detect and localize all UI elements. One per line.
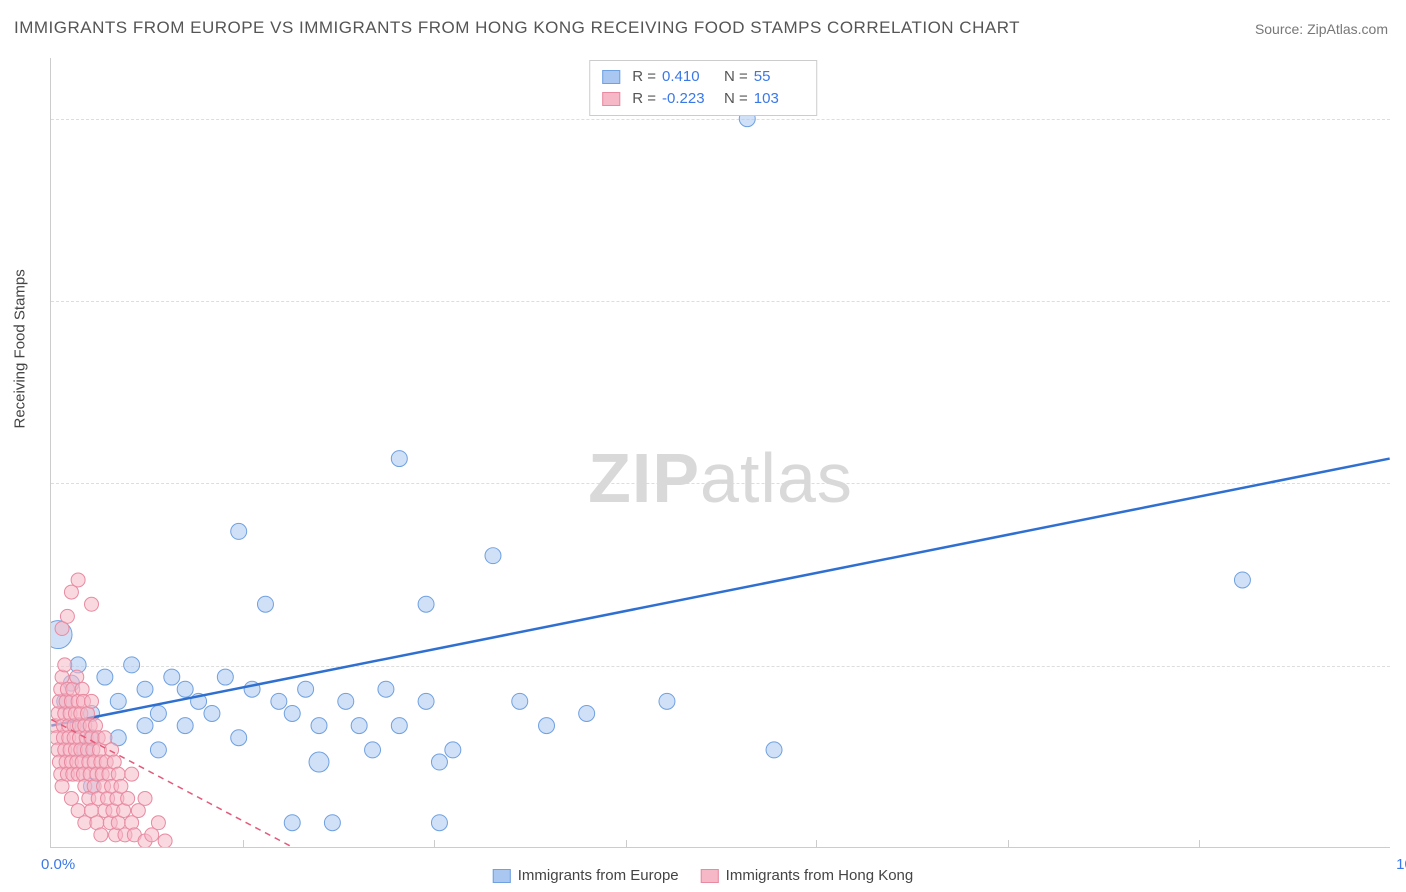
- stat-N-label: N =: [724, 88, 748, 110]
- legend-series-label: Immigrants from Europe: [518, 867, 679, 884]
- plot-area: ZIPatlas 15.0%30.0%45.0%60.0%0.0%100.0%: [50, 58, 1390, 848]
- data-point: [391, 451, 407, 467]
- data-point: [324, 815, 340, 831]
- legend-series: Immigrants from Europe Immigrants from H…: [493, 867, 913, 884]
- data-point: [298, 681, 314, 697]
- data-point: [338, 693, 354, 709]
- data-point: [177, 681, 193, 697]
- data-point: [89, 719, 103, 733]
- data-point: [110, 693, 126, 709]
- legend-stat-row: R = -0.223 N = 103: [602, 88, 804, 110]
- legend-swatch: [701, 869, 719, 883]
- data-point: [137, 681, 153, 697]
- stat-R-value: 0.410: [662, 66, 712, 88]
- data-point: [217, 669, 233, 685]
- legend-swatch: [602, 70, 620, 84]
- data-point: [158, 834, 172, 847]
- y-axis-title: Receiving Food Stamps: [12, 269, 29, 428]
- data-point: [659, 693, 675, 709]
- data-point: [137, 718, 153, 734]
- x-tick-label: 0.0%: [41, 856, 75, 873]
- data-point: [284, 705, 300, 721]
- data-point: [309, 752, 329, 772]
- data-point: [71, 573, 85, 587]
- data-point: [431, 815, 447, 831]
- data-point: [204, 705, 220, 721]
- data-point: [445, 742, 461, 758]
- data-point: [94, 828, 108, 842]
- data-point: [257, 596, 273, 612]
- data-point: [85, 597, 99, 611]
- data-point: [485, 548, 501, 564]
- stat-N-label: N =: [724, 66, 748, 88]
- data-point: [271, 693, 287, 709]
- data-point: [60, 609, 74, 623]
- legend-stats: R = 0.410 N = 55 R = -0.223 N = 103: [589, 60, 817, 116]
- data-point: [164, 669, 180, 685]
- data-point: [177, 718, 193, 734]
- data-point: [579, 705, 595, 721]
- stat-R-label: R =: [632, 66, 656, 88]
- source-label: Source: ZipAtlas.com: [1255, 21, 1388, 37]
- legend-series-label: Immigrants from Hong Kong: [726, 867, 914, 884]
- stat-R-value: -0.223: [662, 88, 712, 110]
- data-point: [151, 816, 165, 830]
- data-point: [231, 523, 247, 539]
- data-point: [418, 693, 434, 709]
- data-point: [351, 718, 367, 734]
- data-point: [121, 791, 135, 805]
- data-point: [418, 596, 434, 612]
- data-point: [138, 791, 152, 805]
- scatter-svg: [51, 58, 1390, 847]
- data-point: [150, 742, 166, 758]
- data-point: [58, 658, 72, 672]
- trend-line: [51, 459, 1389, 726]
- data-point: [150, 705, 166, 721]
- data-point: [105, 743, 119, 757]
- legend-series-item: Immigrants from Europe: [493, 867, 679, 884]
- data-point: [85, 694, 99, 708]
- data-point: [766, 742, 782, 758]
- data-point: [378, 681, 394, 697]
- data-point: [97, 669, 113, 685]
- data-point: [539, 718, 555, 734]
- x-tick-label: 100.0%: [1396, 856, 1406, 873]
- legend-series-item: Immigrants from Hong Kong: [701, 867, 914, 884]
- legend-swatch: [602, 92, 620, 106]
- data-point: [391, 718, 407, 734]
- data-point: [111, 767, 125, 781]
- stat-N-value: 55: [754, 66, 804, 88]
- stat-N-value: 103: [754, 88, 804, 110]
- data-point: [231, 730, 247, 746]
- data-point: [365, 742, 381, 758]
- data-point: [1234, 572, 1250, 588]
- data-point: [124, 657, 140, 673]
- data-point: [284, 815, 300, 831]
- chart-title: IMMIGRANTS FROM EUROPE VS IMMIGRANTS FRO…: [14, 18, 1020, 38]
- stat-R-label: R =: [632, 88, 656, 110]
- data-point: [125, 767, 139, 781]
- legend-swatch: [493, 869, 511, 883]
- data-point: [431, 754, 447, 770]
- data-point: [512, 693, 528, 709]
- data-point: [311, 718, 327, 734]
- legend-stat-row: R = 0.410 N = 55: [602, 66, 804, 88]
